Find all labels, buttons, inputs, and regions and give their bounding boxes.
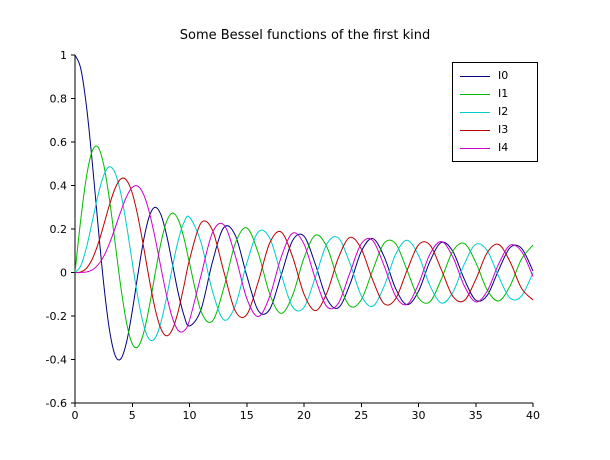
legend-line-swatch-i1 (460, 93, 490, 95)
x-tick-label: 5 (129, 409, 136, 422)
legend-item: I1 (453, 85, 537, 103)
legend-line-swatch-i0 (460, 75, 490, 77)
legend-item: I0 (453, 67, 537, 85)
series-line-i3 (74, 177, 534, 337)
x-tick-label: 35 (469, 409, 483, 422)
y-tick-label: 1 (60, 49, 67, 62)
legend-item: I4 (453, 139, 537, 157)
legend-line-swatch-i2 (460, 111, 490, 113)
chart-title: Some Bessel functions of the first kind (179, 28, 431, 43)
y-tick-label: 0.2 (50, 223, 68, 236)
x-tick-label: 30 (412, 409, 426, 422)
y-tick-label: 0.6 (50, 136, 68, 149)
legend-item-label: I3 (498, 123, 509, 136)
legend-item: I3 (453, 121, 537, 139)
legend-item-label: I1 (498, 87, 509, 100)
legend-item-label: I0 (498, 69, 509, 82)
series-line-i2 (74, 166, 534, 342)
x-tick-label: 40 (526, 409, 540, 422)
legend-item-label: I4 (498, 141, 509, 154)
x-tick-label: 0 (72, 409, 79, 422)
legend-line-swatch-i3 (460, 129, 490, 131)
x-tick-label: 10 (183, 409, 197, 422)
series-line-i4 (74, 185, 534, 333)
y-tick-label: -0.4 (46, 354, 67, 367)
y-tick-label: -0.2 (46, 310, 67, 323)
y-tick-label: 0.8 (50, 93, 68, 106)
y-tick-label: 0 (60, 267, 67, 280)
legend-item: I2 (453, 103, 537, 121)
x-tick-label: 15 (240, 409, 254, 422)
legend-line-swatch-i4 (460, 147, 490, 149)
legend: I0 I1 I2 I3 I4 (452, 62, 538, 162)
x-tick-label: 20 (297, 409, 311, 422)
x-tick-label: 25 (354, 409, 368, 422)
y-tick-label: -0.6 (46, 397, 67, 410)
series-line-i0 (74, 54, 534, 361)
legend-item-label: I2 (498, 105, 509, 118)
series-line-i1 (74, 145, 534, 349)
y-tick-label: 0.4 (50, 180, 68, 193)
